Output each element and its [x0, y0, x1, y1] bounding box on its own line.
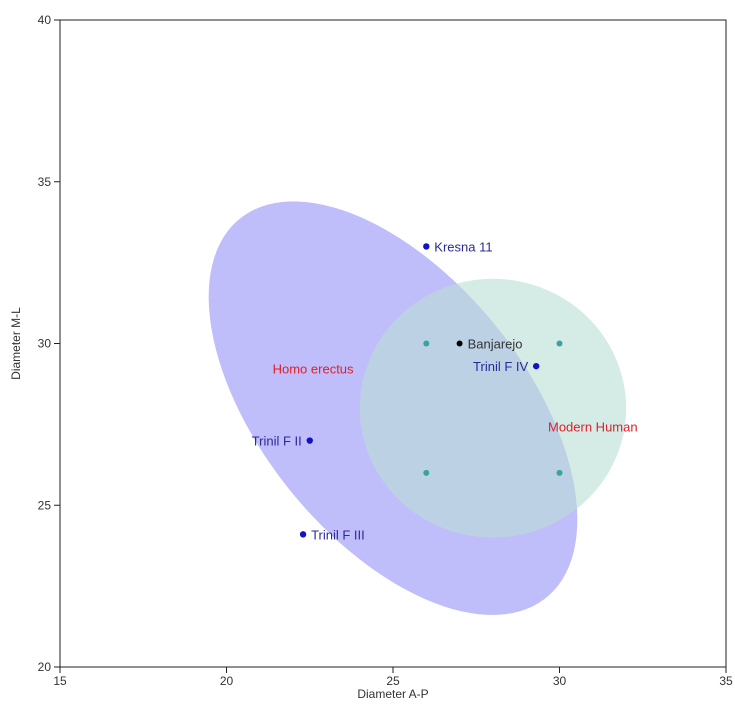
x-tick-label: 30: [553, 674, 567, 688]
point-trinil-f-iv: [532, 362, 540, 370]
group-label-layer: Homo erectus Modern Human: [273, 361, 638, 434]
y-axis-label: Diameter M-L: [9, 307, 23, 380]
group-label-modern-human: Modern Human: [548, 420, 638, 435]
group-label-homo-erectus: Homo erectus: [273, 361, 354, 376]
y-axis-ticks: 20 25 30 35 40: [38, 13, 60, 674]
y-tick-label: 30: [38, 337, 52, 351]
x-tick-label: 25: [386, 674, 400, 688]
point-label-kresna-11: Kresna 11: [434, 239, 492, 254]
point-reference: [556, 469, 563, 476]
y-tick-label: 40: [38, 13, 52, 27]
point-reference: [423, 469, 430, 476]
point-label-trinil-f-iv: Trinil F IV: [473, 359, 528, 374]
point-label-trinil-f-ii: Trinil F II: [252, 434, 302, 449]
point-kresna-11: [423, 243, 430, 250]
y-tick-label: 20: [38, 660, 52, 674]
x-tick-label: 15: [53, 674, 67, 688]
point-layer: Kresna 11 Banjarejo Trinil F IV Trinil F II…: [252, 239, 563, 542]
y-tick-label: 25: [38, 498, 52, 512]
x-axis-ticks: 15 20 25 30 35: [53, 667, 733, 688]
x-tick-label: 35: [719, 674, 733, 688]
point-reference: [556, 340, 563, 347]
point-trinil-f-ii: [306, 437, 313, 444]
point-trinil-f-iii: [299, 531, 307, 538]
point-banjarejo: [456, 340, 463, 347]
ellipse-modern-human: [359, 278, 627, 538]
point-label-banjarejo: Banjarejo: [468, 337, 523, 352]
y-tick-label: 35: [38, 175, 52, 189]
x-axis-label: Diameter A-P: [357, 687, 428, 701]
ellipse-layer: [208, 201, 627, 615]
point-label-trinil-f-iii: Trinil F III: [311, 527, 365, 542]
point-reference: [423, 340, 430, 347]
x-tick-label: 20: [220, 674, 234, 688]
